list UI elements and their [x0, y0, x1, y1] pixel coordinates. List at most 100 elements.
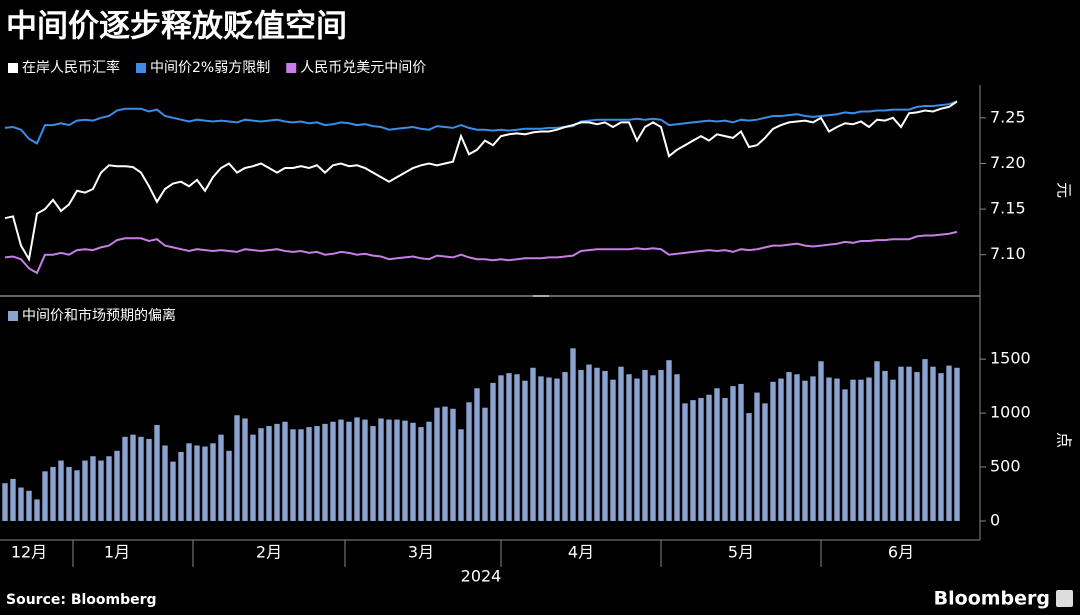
- bar: [802, 380, 808, 521]
- bar: [866, 377, 872, 521]
- bar: [594, 367, 600, 521]
- bar: [250, 434, 256, 521]
- bar: [234, 415, 240, 521]
- bar: [890, 379, 896, 521]
- legend-label: 人民币兑美元中间价: [300, 60, 426, 76]
- x-axis-label: 2024: [461, 567, 502, 586]
- bar: [450, 408, 456, 521]
- bar: [26, 490, 32, 521]
- bar: [82, 460, 88, 521]
- bar: [386, 419, 392, 521]
- bar: [18, 487, 24, 521]
- bar: [154, 424, 160, 521]
- bar: [642, 369, 648, 521]
- chart-title: 中间价逐步释放贬值空间: [6, 9, 347, 45]
- bar: [714, 388, 720, 521]
- bar: [482, 407, 488, 521]
- bar: [10, 478, 16, 521]
- bar: [146, 438, 152, 521]
- bar: [66, 467, 72, 521]
- line-series: [4, 100, 958, 263]
- bar: [730, 386, 736, 521]
- x-tick-label: 4月: [568, 543, 594, 562]
- bar: [466, 402, 472, 521]
- bar: [562, 372, 568, 521]
- bar: [426, 421, 432, 521]
- bar: [842, 389, 848, 521]
- y-tick-label: 7.25: [990, 107, 1026, 126]
- bar: [282, 421, 288, 521]
- y-tick-label: 1500: [990, 349, 1031, 368]
- bar: [922, 359, 928, 521]
- bar: [410, 422, 416, 521]
- bar: [810, 376, 816, 521]
- bar: [442, 406, 448, 521]
- bar: [778, 378, 784, 521]
- bar: [506, 373, 512, 521]
- legend-label: 中间价和市场预期的偏离: [22, 307, 176, 324]
- bar: [706, 394, 712, 521]
- bar: [586, 364, 592, 521]
- bar: [906, 366, 912, 521]
- bar: [746, 413, 752, 521]
- bar: [762, 403, 768, 521]
- y-tick-label: 0: [990, 510, 1000, 529]
- legend-swatch: [8, 311, 18, 321]
- bar: [610, 379, 616, 521]
- brand-logo: Bloomberg: [934, 588, 1050, 610]
- bar: [666, 360, 672, 521]
- bar: [34, 499, 40, 521]
- bar: [378, 418, 384, 521]
- bar: [554, 378, 560, 521]
- bar: [490, 382, 496, 521]
- source: Source: Bloomberg: [6, 592, 157, 608]
- bar: [58, 460, 64, 521]
- bar: [898, 366, 904, 521]
- bar: [530, 367, 536, 521]
- bar: [834, 378, 840, 521]
- bar: [218, 434, 224, 521]
- x-tick-label: 2月: [256, 543, 282, 562]
- y-tick-label: 7.20: [990, 153, 1026, 172]
- bar: [194, 445, 200, 521]
- y-axis-label: 点: [1055, 432, 1074, 448]
- bar: [330, 421, 336, 521]
- bar: [698, 397, 704, 521]
- bar: [570, 348, 576, 521]
- bar: [338, 419, 344, 521]
- bar: [946, 365, 952, 521]
- bar: [266, 426, 272, 521]
- bar: [354, 417, 360, 521]
- x-tick-label: 12月: [11, 543, 47, 562]
- y-tick-label: 500: [990, 457, 1021, 476]
- bar: [434, 407, 440, 521]
- y-axis-label: 元: [1055, 182, 1074, 198]
- bar: [298, 429, 304, 521]
- bar: [914, 372, 920, 521]
- bar: [602, 371, 608, 521]
- bar: [498, 375, 504, 521]
- bar: [210, 443, 216, 521]
- bar: [578, 369, 584, 521]
- bar: [402, 420, 408, 521]
- bar: [370, 426, 376, 521]
- bar: [770, 381, 776, 521]
- bar: [850, 379, 856, 521]
- line-series: [4, 230, 958, 275]
- bar: [930, 366, 936, 521]
- bar: [394, 419, 400, 521]
- bar: [258, 428, 264, 521]
- bar: [162, 445, 168, 521]
- bar: [202, 446, 208, 521]
- bar: [690, 400, 696, 521]
- bar: [114, 450, 120, 521]
- bar: [362, 419, 368, 521]
- bar: [418, 427, 424, 521]
- bar: [650, 375, 656, 521]
- bar: [106, 456, 112, 521]
- bar: [170, 461, 176, 521]
- bar: [474, 388, 480, 521]
- bar: [786, 372, 792, 521]
- bar: [98, 460, 104, 521]
- x-tick-label: 5月: [728, 543, 754, 562]
